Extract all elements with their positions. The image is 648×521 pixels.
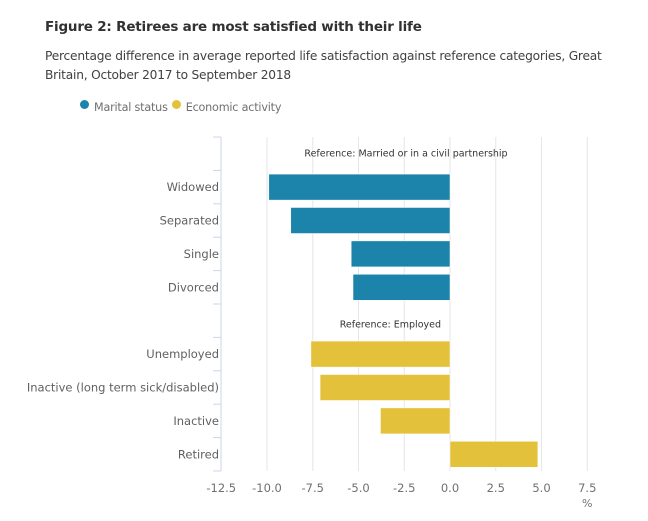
y-category-label: Separated [160, 214, 219, 228]
x-tick-label: -5.0 [347, 481, 369, 495]
bar-economic-activity[interactable] [380, 407, 451, 435]
legend-item-economic-activity[interactable]: Economic activity [171, 100, 282, 114]
bar-economic-activity[interactable] [319, 374, 451, 401]
bar-marital-status[interactable] [290, 207, 451, 234]
x-tick-label: 7.5 [578, 481, 596, 495]
y-axis: Widowed Separated Single Divorced Unemployed… [27, 136, 222, 472]
bar-economic-activity[interactable] [310, 340, 451, 368]
figure-subtitle: Percentage difference in average reporte… [45, 49, 602, 82]
x-tick-label: 0.0 [441, 481, 459, 495]
y-category-label: Inactive [173, 414, 219, 428]
y-category-label: Divorced [168, 280, 219, 294]
annotations: Reference: Married or in a civil partner… [304, 149, 507, 331]
y-category-label: Widowed [167, 180, 219, 194]
y-category-label: Inactive (long term sick/disabled) [27, 381, 219, 395]
legend-marker-marital-status [80, 100, 89, 109]
x-tick-label: -2.5 [393, 481, 415, 495]
x-axis-label: % [582, 497, 592, 510]
x-tick-label: -12.5 [206, 481, 236, 495]
legend-item-marital-status[interactable]: Marital status [80, 100, 168, 114]
legend-marker-economic-activity [171, 100, 181, 109]
legend-label-marital-status: Marital status [94, 101, 168, 114]
bar-marital-status[interactable] [268, 173, 451, 201]
x-tick-label: -7.5 [302, 481, 324, 495]
y-category-label: Retired [178, 447, 219, 461]
x-tick-label: 5.0 [532, 481, 550, 495]
bar-marital-status[interactable] [352, 274, 451, 301]
figure-title: Figure 2: Retirees are most satisfied wi… [45, 19, 422, 35]
chart-legend: Marital status Economic activity [80, 100, 285, 114]
bar-economic-activity[interactable] [449, 441, 539, 468]
reference-annotation: Reference: Employed [340, 320, 441, 331]
reference-annotation: Reference: Married or in a civil partner… [304, 149, 507, 160]
x-axis: -12.5 -10.0 -7.5 -5.0 -2.5 0.0 2.5 5.0 7.5% [206, 481, 596, 510]
bar-marital-status[interactable] [350, 240, 451, 268]
y-category-label: Single [184, 247, 219, 261]
x-tick-label: -10.0 [252, 481, 282, 495]
x-tick-label: 2.5 [487, 481, 505, 495]
bars [268, 173, 539, 468]
legend-label-economic-activity: Economic activity [185, 101, 282, 114]
y-category-label: Unemployed [146, 347, 219, 361]
